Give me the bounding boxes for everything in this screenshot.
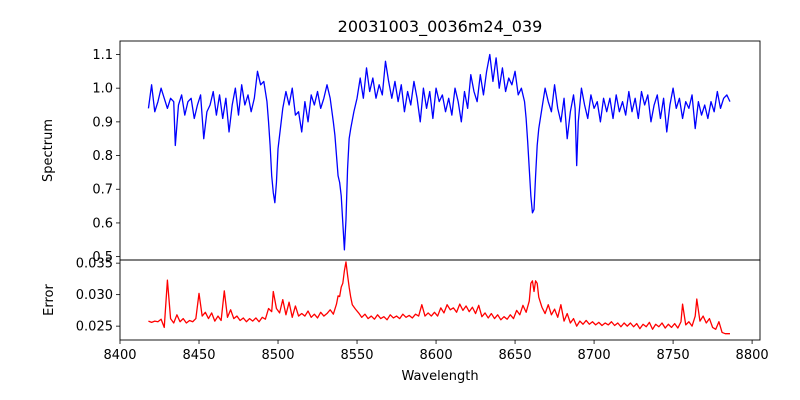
x-tick-label: 8450 [182,348,215,363]
x-tick-label: 8500 [261,348,294,363]
x-tick-label: 8800 [736,348,769,363]
error-series-line [148,261,730,335]
spectrum-y-tick-label: 0.9 [92,115,113,130]
x-tick-label: 8550 [340,348,373,363]
spectrum-series-line [147,53,731,251]
error-y-axis-label: Error [42,284,57,316]
spectrum-y-tick-label: 0.6 [92,216,113,231]
error-panel: 0.025 0.030 0.035 Error 8400 8450 8500 8550 8600… [42,257,769,363]
error-y-tick-label: 0.035 [76,257,113,272]
x-tick-label: 8650 [499,348,532,363]
spectrum-y-tick-label: 0.5 [92,250,113,265]
spectrum-y-tick-label: 1.1 [92,48,113,63]
error-y-tick-label: 0.030 [76,288,113,303]
chart-title: 20031003_0036m24_039 [338,17,543,37]
spectrum-y-tick-label: 0.8 [92,149,113,164]
error-y-tick-label: 0.025 [76,320,113,335]
spectrum-y-tick-label: 0.7 [92,183,113,198]
spectrum-axes-frame [119,40,761,261]
spectrum-panel: 0.5 0.6 0.7 0.8 0.9 1.0 1.1 Spectrum [41,40,761,265]
x-tick-label: 8700 [578,348,611,363]
spectrum-y-tick-label: 1.0 [92,82,113,97]
x-axis-label: Wavelength [401,369,478,384]
error-axes-frame [119,259,761,341]
x-tick-label: 8750 [657,348,690,363]
spectrum-y-axis-label: Spectrum [41,119,56,182]
x-tick-label: 8600 [420,348,453,363]
x-tick-label: 8400 [103,348,136,363]
